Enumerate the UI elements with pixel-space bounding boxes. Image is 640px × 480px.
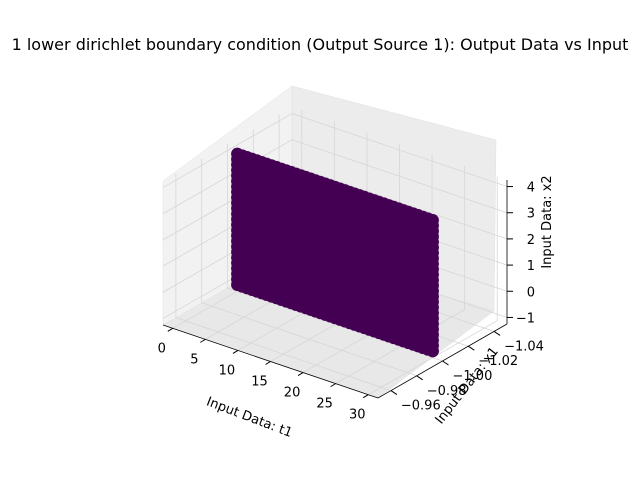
y-tick-label: −1.02 (478, 354, 518, 369)
z-axis-label: Input Data: x2 (540, 175, 555, 268)
x-tick-label: 5 (190, 352, 198, 367)
z-tick-label: 4 (527, 181, 535, 196)
gridline-y-floor (175, 317, 392, 391)
y-tick-mark (442, 360, 449, 366)
y-tick-label: −0.98 (427, 384, 467, 399)
x-ticks: 0 5 10 15 20 25 30 (158, 327, 369, 423)
gridline-z-back (291, 165, 508, 240)
gridline-z-back (291, 139, 508, 214)
x-tick-mark (297, 372, 304, 376)
z-tick-label: 1 (527, 259, 535, 274)
x-tick-label: 20 (284, 386, 301, 401)
y-tick-label: −0.96 (401, 399, 441, 414)
data-points (231, 147, 439, 358)
z-ticks: −1 0 1 2 3 4 (507, 181, 535, 326)
gridline-y-floor (227, 287, 443, 362)
x-tick-mark (232, 350, 239, 354)
x-axis-label: Input Data: t1 (204, 394, 294, 441)
z-tick-label: 2 (527, 233, 535, 248)
z-tick-label: 3 (527, 207, 535, 222)
z-tick-label: −1 (516, 311, 535, 326)
x-tick-mark (200, 338, 206, 343)
x-tick-label: 25 (316, 397, 333, 412)
y-ticks: −1.04−1.02−1.00−0.98−0.96 (390, 330, 544, 414)
x-tick-label: 0 (158, 341, 166, 356)
x-tick-mark (167, 327, 174, 332)
chart-title: 1 lower dirichlet boundary condition (Ou… (12, 35, 629, 54)
x-tick-mark (330, 383, 336, 388)
x-tick-label: 10 (219, 363, 236, 378)
z-tick-label: 0 (527, 285, 535, 300)
x-tick-label: 30 (349, 408, 366, 423)
y-tick-mark (416, 375, 423, 381)
gridline-z-back (291, 113, 508, 187)
y-tick-mark (493, 330, 501, 336)
y-tick-mark (390, 390, 398, 396)
gridline-y-floor (201, 302, 417, 377)
gridline-z-side (162, 113, 293, 188)
y-tick-label: −1.04 (504, 339, 544, 354)
x-tick-label: 15 (251, 375, 268, 390)
x-tick-mark (265, 361, 271, 365)
x-tick-mark (362, 394, 369, 399)
data-point (426, 214, 439, 227)
y-tick-label: −1.00 (453, 369, 493, 384)
y-tick-mark (468, 345, 475, 351)
gridline-z-side (162, 139, 293, 215)
